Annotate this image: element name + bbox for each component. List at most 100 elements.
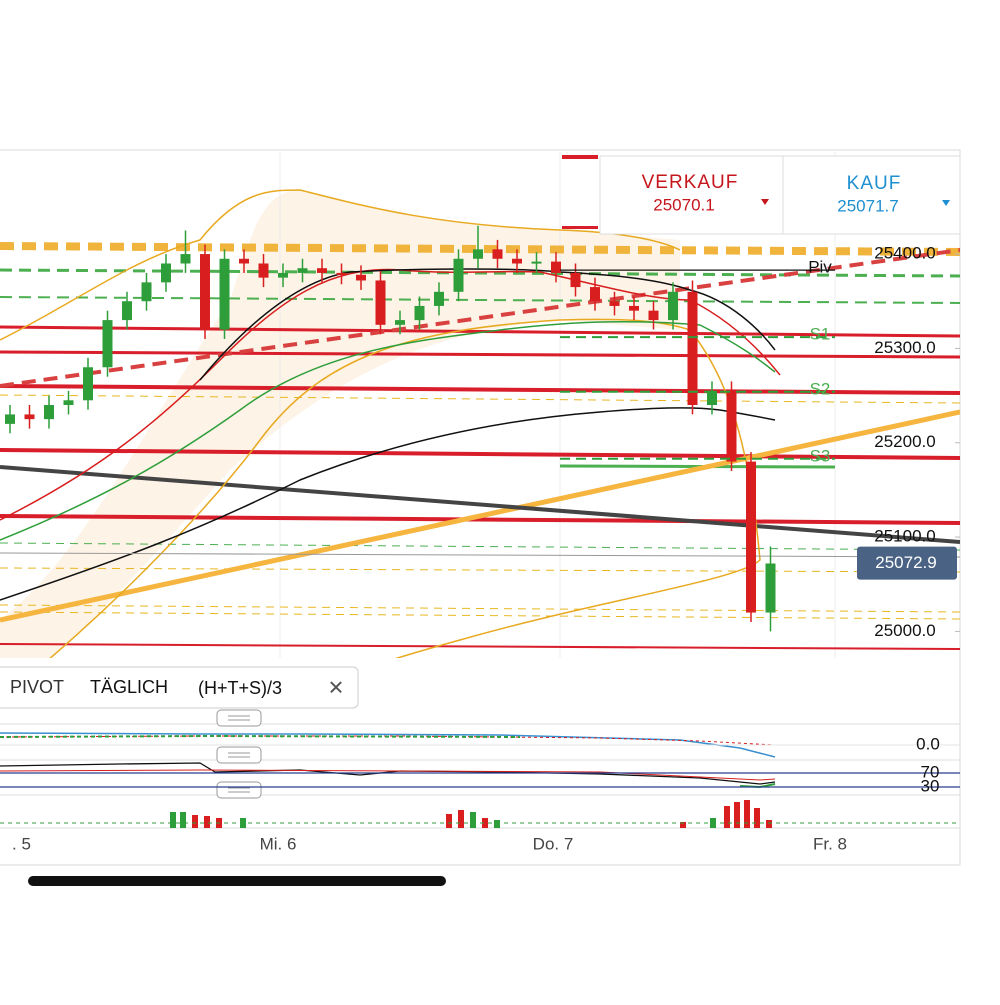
candle-body [356,274,366,281]
candle-body [122,301,132,321]
candle-body [24,414,35,420]
candle-body [551,261,561,273]
candle-body [765,563,776,613]
x-label: . 5 [12,834,31,853]
buy-button[interactable]: KAUF 25071.7 [784,157,959,233]
candle-body [200,254,210,330]
volume-bar [744,800,750,828]
candle-body [161,263,171,283]
trend-line [0,409,960,623]
quote-marker [562,155,598,159]
candle-body [687,291,698,405]
volume-bar [446,814,452,828]
level-line [0,296,960,304]
volume-bar [482,818,488,828]
pane-handle[interactable] [216,746,262,764]
band-fill [0,190,680,658]
ma-black-fast [199,268,776,381]
candle-body [63,400,74,405]
candle-body [590,287,600,302]
macd-tick-label: 0.0 [916,734,940,753]
macd-hist [0,734,521,738]
pane-handle[interactable] [216,781,262,799]
candle-body [746,461,756,613]
indicator-period: TÄGLICH [90,677,168,697]
volume-bar [680,822,686,828]
candle-body [219,258,230,330]
sell-arrow [761,199,769,205]
x-label: Do. 7 [533,834,574,853]
y-tick-label: 25000.0 [874,621,935,640]
candle-body [531,261,542,264]
indicator-close[interactable]: ✕ [328,677,345,699]
candle-body [317,268,327,273]
y-tick-label: 25300.0 [874,338,935,357]
volume-bar [180,812,186,828]
y-tick-label: 25100.0 [874,527,935,546]
pivot-label: Piv [808,258,832,277]
level-line [0,268,960,278]
indicator-box[interactable] [0,666,359,709]
volume-bar [754,808,760,828]
current-price-box [857,546,957,580]
sell-button[interactable]: VERKAUF 25070.1 [601,157,782,233]
level-line [0,350,960,359]
home-indicator [28,876,446,886]
pivot-label: S1 [810,325,831,344]
sell-area[interactable] [601,157,782,233]
candle-body [414,305,425,321]
candle-body [726,390,737,462]
candle-body [473,249,483,259]
volume-bar [192,815,198,828]
pivot-label: S3 [810,446,831,465]
candle-body [395,320,405,325]
candle-body [336,272,347,275]
ma-black [0,407,776,601]
band-upper [0,189,681,341]
candle-body [453,258,464,292]
buy-area[interactable] [784,157,959,233]
price-line [0,552,960,558]
pane-handle[interactable] [216,709,262,727]
pivot-label: S2 [810,379,831,398]
candle-body [434,291,444,306]
indicator-name: PIVOT [10,677,64,697]
y-tick-label: 25400.0 [874,244,935,263]
trend-line [0,465,960,544]
volume-bar [470,812,476,828]
candle-body [512,258,522,264]
buy-arrow [942,200,950,206]
buy-label: KAUF [847,173,902,194]
level-line [0,643,960,650]
x-label: Mi. 6 [260,834,297,853]
level-line [0,242,960,256]
candle-body [102,320,113,368]
level-line [0,514,960,525]
volume-bar [724,806,730,828]
candle-body [297,268,308,273]
level-line [0,325,960,338]
macd-line [0,732,776,758]
candles [5,225,776,632]
candle-body [258,263,269,278]
volume-bar [766,820,772,828]
candle-body [180,254,191,264]
rsi-tick-label: 70 [921,762,940,781]
volume-bar [494,820,500,828]
candle-body [83,367,93,401]
level-line [0,542,960,551]
volume-bar [458,810,464,828]
quote-marker [562,226,598,229]
candle-body [44,405,54,420]
candle-body [375,280,386,325]
volume-bar [170,812,176,828]
candle-body [278,272,288,278]
candle-body [492,249,503,259]
buy-price: 25071.7 [837,196,898,215]
indicator-pill[interactable]: PIVOT TÄGLICH (H+T+S)/3 ✕ [0,666,359,709]
candle-body [609,301,620,306]
candle-body [5,414,15,424]
candle-body [707,390,717,405]
y-tick-label: 25200.0 [874,432,935,451]
